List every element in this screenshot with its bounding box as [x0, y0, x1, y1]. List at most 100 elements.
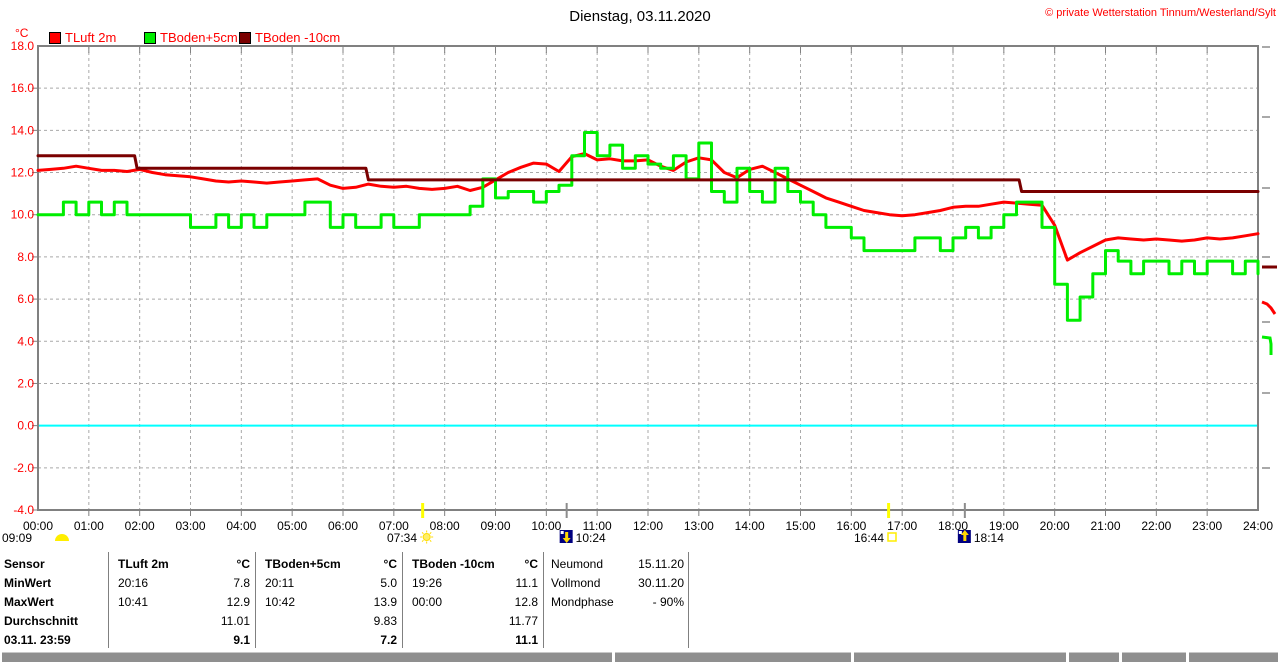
- sensor-name: TLuft 2m: [118, 557, 169, 571]
- x-axis-label: 08:00: [430, 519, 460, 533]
- moonrise-time-label: 18:14: [974, 531, 1004, 545]
- moon-info-label: Vollmond: [551, 576, 601, 590]
- max-value: 12.8: [514, 595, 538, 609]
- avg-value: 9.83: [373, 614, 397, 628]
- sensor-name: TBoden+5cm: [265, 557, 341, 571]
- next-chart-tluft-stub: [1261, 300, 1277, 315]
- avg-value: 11.01: [220, 614, 250, 628]
- status-bar: [0, 652, 1280, 662]
- legend-swatch: [49, 31, 61, 44]
- status-bar-segment: [2, 652, 612, 662]
- moon-info-value: 30.11.20: [638, 576, 684, 590]
- y-axis-label: 18.0: [11, 39, 35, 53]
- x-axis-label: 22:00: [1141, 519, 1171, 533]
- table-separator: [402, 552, 403, 648]
- x-axis-label: 07:00: [379, 519, 409, 533]
- status-bar-segment: [615, 652, 851, 662]
- x-axis-label: 17:00: [887, 519, 917, 533]
- x-axis-label: 02:00: [125, 519, 155, 533]
- x-axis-label: 19:00: [989, 519, 1019, 533]
- x-axis-label: 13:00: [684, 519, 714, 533]
- x-axis-label: 21:00: [1090, 519, 1120, 533]
- sunset-sun-icon: [887, 532, 897, 542]
- y-axis-label: 10.0: [11, 208, 35, 222]
- legend-item-2: TBoden -10cm: [239, 30, 340, 45]
- max-time: 10:41: [118, 595, 149, 609]
- x-axis-label: 12:00: [633, 519, 663, 533]
- sunrise-sun-icon: [422, 533, 431, 541]
- x-axis-label: 01:00: [74, 519, 104, 533]
- y-axis-label: 4.0: [17, 334, 34, 348]
- page-title: Dienstag, 03.11.2020: [569, 8, 711, 25]
- moonrise-arrow-head: [960, 530, 969, 535]
- y-axis-label: 16.0: [11, 81, 35, 95]
- x-axis-label: 20:00: [1040, 519, 1070, 533]
- table-separator: [543, 552, 544, 648]
- moon-info-label: Neumond: [551, 557, 604, 571]
- day-length-label: 09:09: [2, 531, 32, 545]
- sunset-time-label: 16:44: [854, 531, 884, 545]
- row-label: 03.11. 23:59: [4, 633, 71, 647]
- moonset-time-label: 10:24: [576, 531, 606, 545]
- max-value: 13.9: [373, 595, 397, 609]
- min-time: 20:11: [265, 576, 295, 590]
- x-axis-label: 09:00: [480, 519, 510, 533]
- y-axis-label: 6.0: [17, 292, 34, 306]
- min-value: 5.0: [380, 576, 397, 590]
- table-separator: [255, 552, 256, 648]
- sensor-unit: °C: [383, 557, 397, 571]
- x-axis-label: 15:00: [785, 519, 815, 533]
- min-time: 20:16: [118, 576, 149, 590]
- min-value: 11.1: [515, 576, 538, 590]
- sun-ray: [429, 532, 432, 535]
- legend-label: TLuft 2m: [65, 30, 117, 45]
- day-length-sun-icon: [55, 534, 69, 541]
- avg-value: 11.77: [508, 614, 538, 628]
- legend-item-0: TLuft 2m: [49, 30, 116, 45]
- sun-ray: [429, 539, 432, 542]
- y-axis-label: 12.0: [11, 166, 35, 180]
- sensor-name: TBoden -10cm: [412, 557, 495, 571]
- moon-info-value: - 90%: [652, 595, 684, 609]
- series-line-2: [36, 154, 1260, 193]
- min-time: 19:26: [412, 576, 443, 590]
- row-label: Durchschnitt: [4, 614, 79, 628]
- legend-swatch: [239, 31, 251, 44]
- last-value: 7.2: [380, 633, 397, 647]
- x-axis-label: 05:00: [277, 519, 307, 533]
- row-label: Sensor: [4, 557, 45, 571]
- status-bar-segment: [854, 652, 1066, 662]
- status-bar-segment: [1122, 652, 1186, 662]
- max-value: 12.9: [226, 595, 250, 609]
- sun-ray: [421, 532, 424, 535]
- x-axis-label: 06:00: [328, 519, 358, 533]
- x-axis-label: 16:00: [836, 519, 866, 533]
- legend-label: TBoden -10cm: [255, 30, 341, 45]
- last-value: 9.1: [233, 633, 250, 647]
- table-separator: [688, 552, 689, 648]
- moonrise-icon-moon: [958, 531, 962, 534]
- max-time: 10:42: [265, 595, 296, 609]
- x-axis-label: 23:00: [1192, 519, 1222, 533]
- x-axis-label: 24:00: [1243, 519, 1273, 533]
- sunrise-time-label: 07:34: [387, 531, 417, 545]
- y-axis-label: -2.0: [13, 461, 34, 475]
- y-axis-label: 8.0: [17, 250, 34, 264]
- x-axis-label: 14:00: [735, 519, 765, 533]
- series-line-1: [36, 131, 1260, 322]
- moonset-icon-moon: [560, 531, 564, 534]
- x-axis-label: 03:00: [175, 519, 205, 533]
- status-bar-segment: [1069, 652, 1119, 662]
- y-axis-label: 2.0: [17, 376, 34, 390]
- sun-ray: [421, 539, 424, 542]
- y-axis-unit-label: °C: [15, 26, 29, 40]
- sensor-unit: °C: [236, 557, 250, 571]
- x-axis-label: 10:00: [531, 519, 561, 533]
- min-value: 7.8: [233, 576, 250, 590]
- legend-label: TBoden+5cm: [160, 30, 238, 45]
- y-axis-label: -4.0: [13, 503, 34, 517]
- temperature-chart: 18.0 16.0 14.0 12.0 10.0 8.0 6.0 4.0 2.0 0.0 -2.0 -…: [2, 39, 1277, 545]
- statistics-table: Sensor MinWert MaxWert Durchschnitt 03.11. 2…: [0, 552, 1280, 650]
- next-chart-tboden5-stub: [1261, 335, 1273, 355]
